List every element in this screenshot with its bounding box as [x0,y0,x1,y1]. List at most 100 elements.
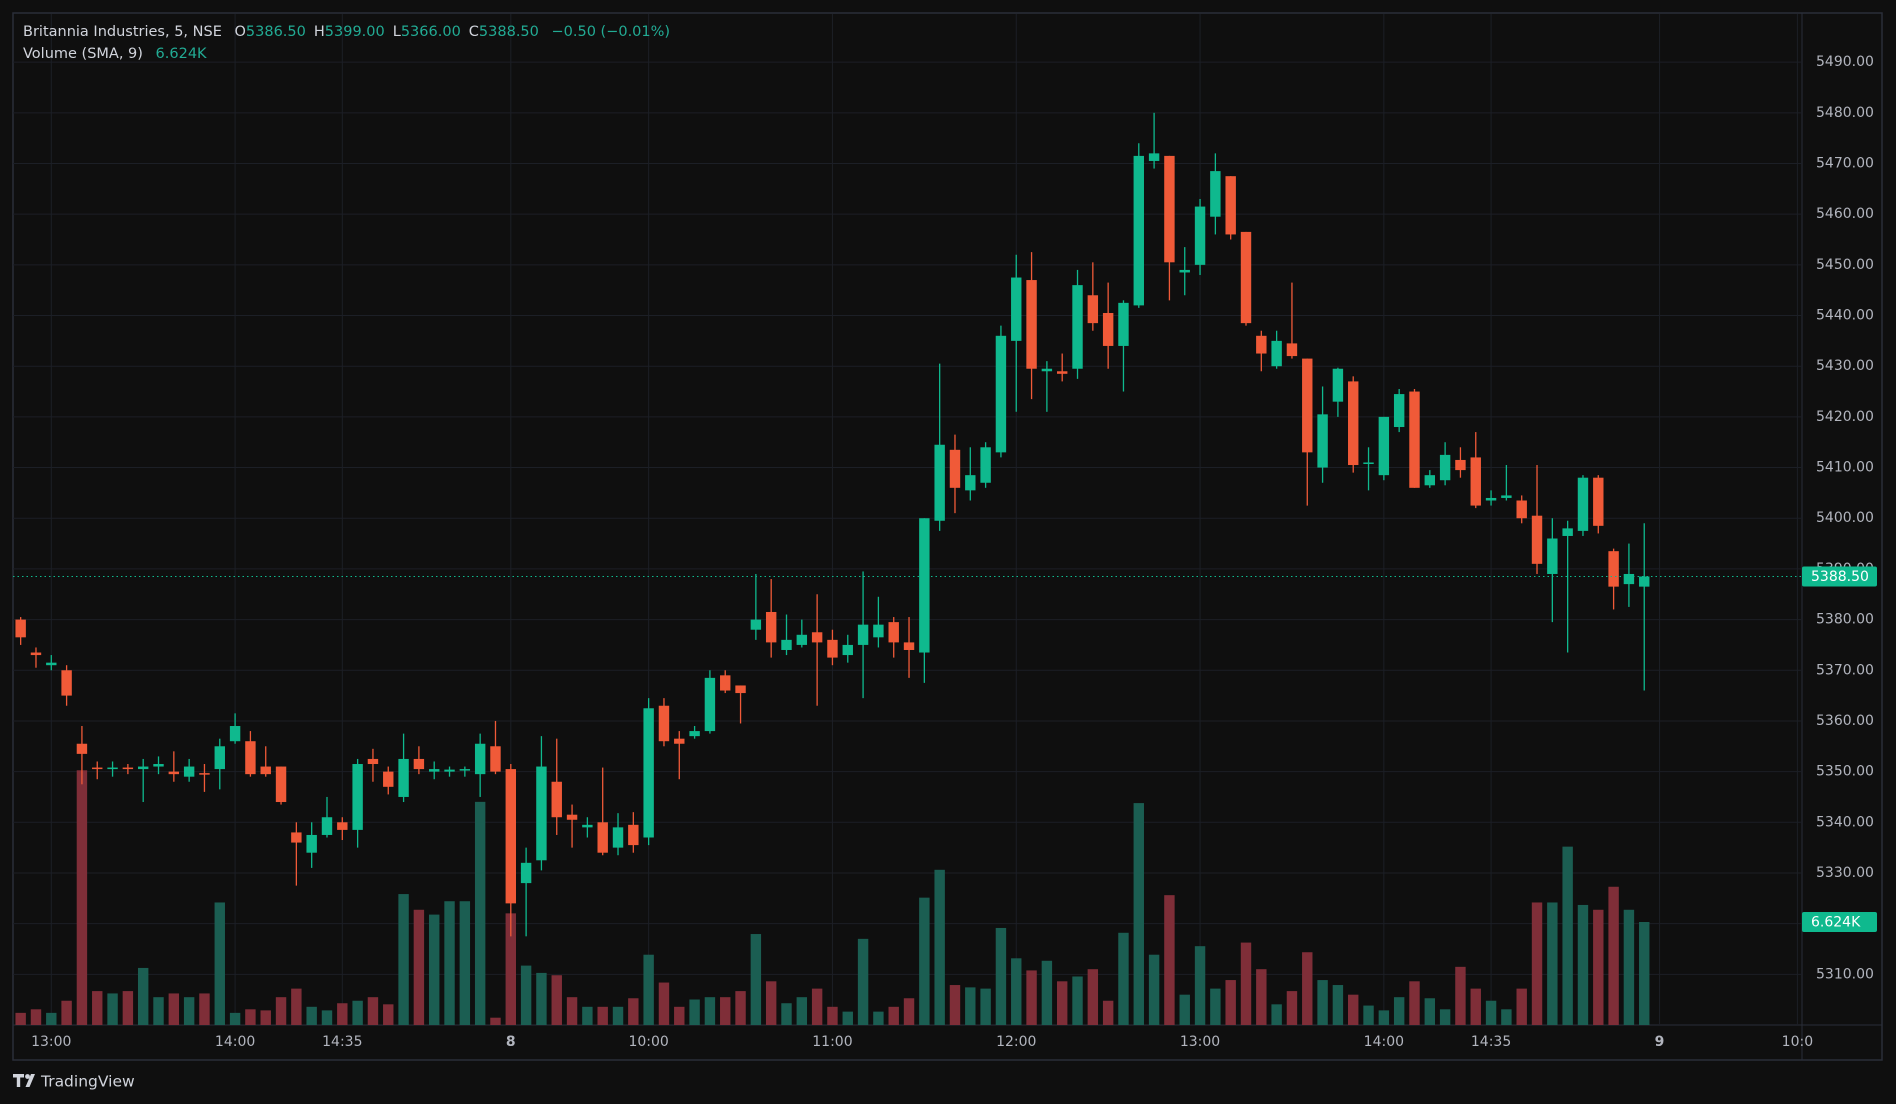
volume-bar [474,801,486,1025]
volume-bar [229,1012,241,1025]
volume-bar [704,997,716,1025]
volume-bar [1623,909,1635,1025]
candle-body [689,731,700,737]
candle-body [214,746,225,770]
candle-body [1225,176,1236,235]
volume-bar [735,991,746,1025]
candle-body [934,444,945,521]
volume-bar [46,1012,57,1025]
volume-bar [15,1012,26,1025]
candle-body [781,639,792,650]
candle-body [1378,416,1390,476]
y-tick-label: 5490.00 [1816,54,1874,70]
volume-bar [1485,1000,1497,1025]
volume-bar [720,997,731,1025]
volume-bar [153,997,164,1025]
volume-bar [1424,998,1436,1025]
candle-body [1470,457,1481,506]
candle-body [582,824,593,828]
y-tick-label: 5460.00 [1816,206,1874,222]
candle-body [92,767,103,770]
candle-body [765,611,777,643]
volume-bar [674,1006,685,1025]
x-tick-label: 14:00 [215,1034,255,1050]
volume-bar [275,997,287,1025]
legend-change: −0.50 (−0.01%) [552,24,671,40]
candle-body [199,773,210,775]
y-tick-label: 5350.00 [1816,764,1874,780]
candle-body [1531,515,1543,564]
x-tick-label: 8 [506,1034,516,1050]
candle-body [229,726,241,742]
volume-bar [199,993,210,1025]
chart-panel [12,12,1883,1061]
candle-body [46,662,57,666]
candle-body [474,743,486,775]
volume-bar [1271,1004,1282,1025]
candle-body [1164,155,1175,263]
volume-bar [873,1011,884,1025]
candle-body [995,335,1007,453]
volume-legend-label: Volume (SMA, 9) [23,46,143,62]
candle-body [1256,335,1267,354]
volume-bar [413,909,425,1025]
volume-bar [398,894,409,1025]
volume-bar [1348,994,1359,1025]
volume-bar [781,1003,792,1025]
candle-body [1332,368,1344,402]
volume-pane [15,770,1650,1025]
last-price-tag [1802,566,1877,587]
candle-body [1393,394,1405,428]
candle-body [1348,381,1359,466]
candle-body [260,766,271,775]
candle-body [1240,231,1252,324]
candle-body [122,767,134,770]
candle-body [413,758,425,770]
y-tick-label: 5480.00 [1816,105,1874,121]
volume-bar [367,997,379,1025]
candle-body [1317,414,1328,468]
candle-body [1485,497,1497,501]
volume-bar [1577,904,1589,1025]
volume-bar [1240,942,1252,1025]
volume-bar [857,938,869,1025]
volume-bar [1225,980,1236,1025]
candle-body [566,814,578,820]
volume-bar [1072,976,1083,1025]
volume-bar [1026,970,1037,1025]
volume-bar [1608,886,1619,1025]
candle-body [857,624,869,645]
candle-body [1608,551,1619,587]
candle-body [245,741,256,775]
candles [15,112,1650,937]
candle-body [398,758,409,797]
candle-body [1194,206,1206,265]
candle-body [643,708,654,838]
volume-bar [628,998,639,1025]
axes: 5310.005320.005330.005340.005350.005360.… [13,54,1877,1050]
volume-bar [260,1010,271,1025]
candle-body [674,738,685,744]
ohlc-legend: O5386.50 H5399.00 L5366.00 C5388.50 [234,24,538,40]
y-tick-label: 5340.00 [1816,814,1874,830]
volume-bar [980,988,991,1025]
legend-value: 5366.00 [401,24,461,40]
candle-body [429,769,440,772]
volume-bar [827,1006,838,1025]
legend-key: H [314,24,325,40]
volume-bar [306,1006,317,1025]
candle-body [459,769,471,771]
y-tick-label: 5430.00 [1816,358,1874,374]
volume-bar [1393,997,1405,1025]
legend-key: O [234,24,245,40]
legend-title: Britannia Industries, 5, NSE [23,24,222,40]
candle-body [1547,538,1558,574]
candle-body [137,766,149,770]
volume-bar [536,972,547,1025]
candle-body [1179,269,1190,273]
volume-bar [1547,902,1558,1025]
volume-bar [1286,991,1298,1025]
volume-bar [291,988,302,1025]
candle-body [1455,459,1466,471]
